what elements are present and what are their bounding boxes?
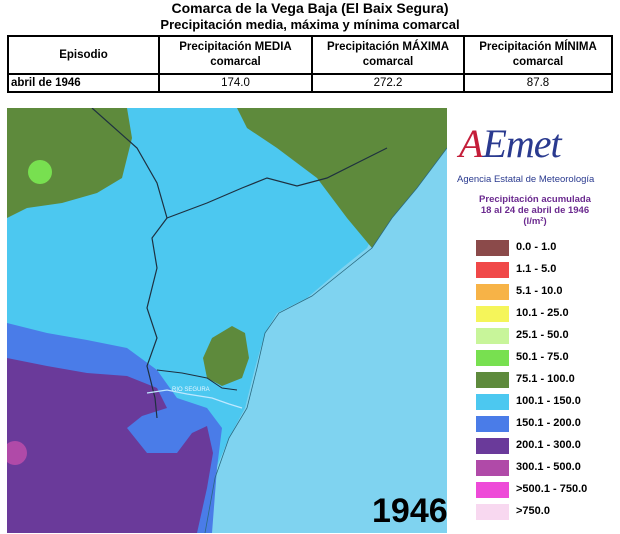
legend-label: 5.1 - 10.0 xyxy=(516,285,563,297)
logo-agency-name: Agencia Estatal de Meteorología xyxy=(457,174,595,185)
legend-label: 300.1 - 500.0 xyxy=(516,461,581,473)
legend-label: 25.1 - 50.0 xyxy=(516,329,569,341)
legend-label: 0.0 - 1.0 xyxy=(516,241,557,253)
precip-zone-200-300 xyxy=(7,358,213,533)
legend-label: >750.0 xyxy=(516,505,550,517)
legend-label: >500.1 - 750.0 xyxy=(516,483,588,495)
precip-zone-75-100-ne xyxy=(237,108,447,248)
legend-swatch xyxy=(476,460,509,476)
legend-swatch xyxy=(476,482,509,498)
legend-label: 200.1 - 300.0 xyxy=(516,439,581,451)
precipitation-map: RIO SEGURA xyxy=(7,108,447,533)
province-border xyxy=(91,108,168,419)
legend-swatch xyxy=(476,416,509,432)
legend-swatch xyxy=(476,438,509,454)
precip-zone-50-75 xyxy=(28,160,52,184)
page-subtitle: Precipitación media, máxima y mínima com… xyxy=(160,17,460,32)
map-year-label: 1946 xyxy=(372,492,448,530)
legend-label: 1.1 - 5.0 xyxy=(516,263,557,275)
cell-media: 174.0 xyxy=(158,73,313,93)
legend-swatch xyxy=(476,240,509,256)
legend-swatch xyxy=(476,306,509,322)
province-border-east xyxy=(166,147,388,219)
col-header-maxima: Precipitación MÁXIMA comarcal xyxy=(311,35,465,75)
legend-swatch xyxy=(476,284,509,300)
col-header-episodio: Episodio xyxy=(7,35,160,75)
river-segura xyxy=(146,389,243,409)
cell-maxima: 272.2 xyxy=(311,73,465,93)
legend-swatch xyxy=(476,504,509,520)
coastline xyxy=(204,147,447,533)
river-label: RIO SEGURA xyxy=(172,387,210,393)
legend-label: 150.1 - 200.0 xyxy=(516,417,581,429)
legend-swatch xyxy=(476,372,509,388)
table-header-row: Episodio Precipitación MEDIA comarcal Pre… xyxy=(7,35,613,75)
precip-zone-75-100-coast xyxy=(203,326,249,386)
legend-title: Precipitación acumulada 18 al 24 de abri… xyxy=(479,194,591,227)
legend-label: 50.1 - 75.0 xyxy=(516,351,569,363)
precip-zone-75-100-nw xyxy=(7,108,132,218)
page-title: Comarca de la Vega Baja (El Baix Segura) xyxy=(171,0,449,16)
stats-table: Episodio Precipitación MEDIA comarcal Pre… xyxy=(7,35,613,93)
precip-zone-300-500 xyxy=(7,441,27,465)
cell-minima: 87.8 xyxy=(463,73,613,93)
legend-swatch xyxy=(476,328,509,344)
legend-swatch xyxy=(476,394,509,410)
table-row: abril de 1946 174.0 272.2 87.8 xyxy=(7,73,613,93)
comarca-border xyxy=(156,369,238,391)
col-header-minima: Precipitación MÍNIMA comarcal xyxy=(463,35,613,75)
legend-label: 100.1 - 150.0 xyxy=(516,395,581,407)
legend-swatch xyxy=(476,350,509,366)
col-header-media: Precipitación MEDIA comarcal xyxy=(158,35,313,75)
legend-label: 10.1 - 25.0 xyxy=(516,307,569,319)
legend-swatch xyxy=(476,262,509,278)
cell-episodio: abril de 1946 xyxy=(7,73,160,93)
logo-wordmark: AEmet xyxy=(459,121,562,166)
legend-label: 75.1 - 100.0 xyxy=(516,373,575,385)
